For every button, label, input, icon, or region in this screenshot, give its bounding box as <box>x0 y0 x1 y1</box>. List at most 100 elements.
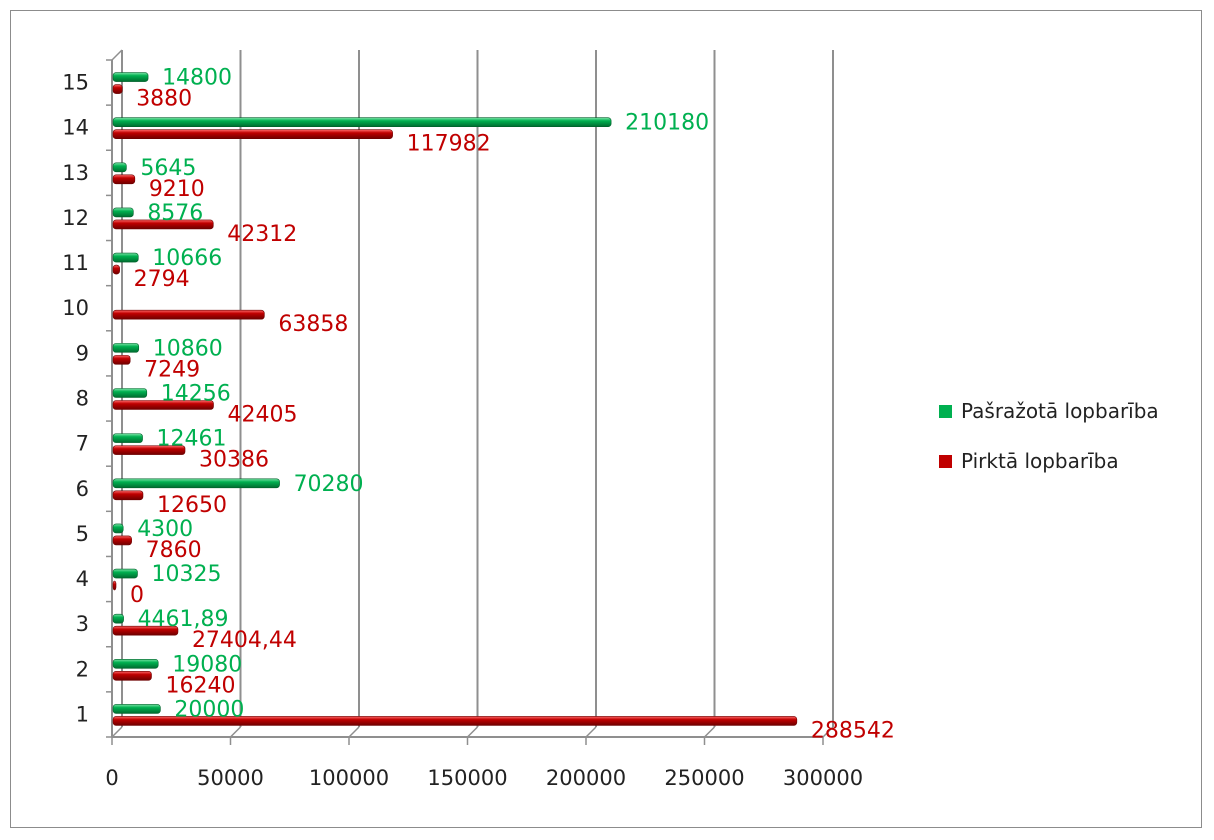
bar-pirkta <box>112 355 131 365</box>
bar-pirkta <box>112 445 186 455</box>
data-label-pirkta: 7249 <box>144 357 200 382</box>
bar-pirkta <box>112 400 214 410</box>
y-tick-label: 2 <box>76 657 89 681</box>
data-label-pasrazota: 20000 <box>174 697 244 722</box>
axes: 0 50000 100000 150000 200000 250000 3000001234… <box>62 49 863 790</box>
x-tick-label: 200000 <box>546 766 626 790</box>
legend-swatch-series-1 <box>939 404 952 418</box>
data-label-pasrazota: 4300 <box>137 517 193 542</box>
bar-pasrazota <box>112 388 148 398</box>
data-label-pasrazota: 19080 <box>172 652 242 677</box>
bar-pirkta <box>112 219 214 230</box>
data-label-pasrazota: 10325 <box>151 562 221 587</box>
data-label-pirkta: 288542 <box>811 718 895 743</box>
chart-frame: 0 50000 100000 150000 200000 250000 300000 1 2 3 4… <box>10 10 1202 828</box>
bar-pasrazota <box>112 343 140 353</box>
bar-pirkta <box>112 580 117 591</box>
bar-pasrazota <box>112 523 124 534</box>
floor-line <box>703 726 716 738</box>
x-tick-label: 100000 <box>309 766 389 790</box>
bar-pasrazota <box>112 613 124 624</box>
data-label-pirkta: 42405 <box>227 403 297 428</box>
x-tick-label: 250000 <box>664 766 744 790</box>
y-tick-label: 1 <box>76 702 89 726</box>
floor-line <box>822 726 834 738</box>
legend-item-series-2: Pirktā lopbarība <box>939 447 1159 475</box>
data-label-pirkta: 27404,44 <box>192 628 297 653</box>
bar-pirkta <box>112 535 132 546</box>
data-label-pirkta: 30386 <box>199 448 269 473</box>
data-label-pasrazota: 10666 <box>152 246 222 271</box>
y-tick-label: 7 <box>76 432 89 456</box>
legend-swatch-series-2 <box>939 454 952 468</box>
legend: Pašražotā lopbarība Pirktā lopbarība <box>939 397 1159 497</box>
floor-line <box>585 726 597 738</box>
bar-pirkta <box>112 716 798 726</box>
data-label-pirkta: 2794 <box>134 267 190 292</box>
bar-pasrazota <box>112 207 134 218</box>
bar-pasrazota <box>112 72 149 82</box>
data-label-pirkta: 16240 <box>165 673 235 698</box>
x-tick-label: 300000 <box>783 766 863 790</box>
bar-pasrazota <box>112 704 161 714</box>
y-tick-label: 4 <box>76 567 89 591</box>
bar-pirkta <box>112 174 136 185</box>
y-axis-depth-line <box>111 49 123 61</box>
floor-line <box>466 726 479 738</box>
y-tick-label: 5 <box>76 522 89 546</box>
bars <box>112 72 798 726</box>
floor-line <box>348 726 360 738</box>
bar-pirkta <box>112 264 120 275</box>
data-label-pasrazota: 14256 <box>161 382 231 407</box>
y-tick-label: 13 <box>62 161 89 185</box>
data-label-pasrazota: 4461,89 <box>138 607 229 632</box>
data-label-pasrazota: 12461 <box>157 427 227 452</box>
data-label-pasrazota: 8576 <box>147 201 203 226</box>
data-label-pasrazota: 14800 <box>162 66 232 91</box>
data-label-pasrazota: 70280 <box>294 472 364 497</box>
y-tick-label: 12 <box>62 206 89 230</box>
y-tick-label: 11 <box>62 251 89 275</box>
data-label-pirkta: 12650 <box>157 493 227 518</box>
bar-pirkta <box>112 490 144 501</box>
y-tick-label: 15 <box>62 71 89 95</box>
data-label-pirkta: 0 <box>130 583 144 608</box>
y-tick-label: 10 <box>62 296 89 320</box>
bar-pasrazota <box>112 162 127 173</box>
legend-label-series-1: Pašražotā lopbarība <box>961 399 1159 423</box>
y-tick-label: 6 <box>76 477 89 501</box>
y-tick-label: 9 <box>76 341 89 365</box>
data-label-pirkta: 117982 <box>407 132 491 157</box>
bar-pirkta <box>112 625 179 636</box>
y-tick-label: 3 <box>76 612 89 636</box>
bar-pasrazota <box>112 433 143 443</box>
data-label-pirkta: 42312 <box>227 222 297 247</box>
y-tick-label: 14 <box>62 116 89 140</box>
data-label-pirkta: 3880 <box>136 87 192 112</box>
x-tick-label: 50000 <box>197 766 264 790</box>
bar-pirkta <box>112 84 123 94</box>
floor-line <box>229 726 242 738</box>
data-label-pirkta: 7860 <box>146 538 202 563</box>
bar-chart: 0 50000 100000 150000 200000 250000 3000001234… <box>62 49 895 790</box>
data-label-pirkta: 63858 <box>278 312 348 337</box>
bar-pirkta <box>112 129 393 139</box>
legend-label-series-2: Pirktā lopbarība <box>961 449 1119 473</box>
bar-pasrazota <box>112 568 138 579</box>
floor-line <box>111 726 123 738</box>
x-tick-label: 0 <box>105 766 118 790</box>
bar-pasrazota <box>112 117 612 127</box>
bar-pirkta <box>112 309 265 320</box>
x-tick-label: 150000 <box>427 766 507 790</box>
legend-item-series-1: Pašražotā lopbarība <box>939 397 1159 425</box>
y-tick-label: 8 <box>76 387 89 411</box>
bar-pasrazota <box>112 478 280 489</box>
data-label-pasrazota: 5645 <box>140 156 196 181</box>
data-label-pasrazota: 210180 <box>625 111 709 136</box>
bar-pasrazota <box>112 658 159 669</box>
bar-pirkta <box>112 670 152 681</box>
bar-pasrazota <box>112 252 139 263</box>
data-label-pasrazota: 10860 <box>153 336 223 361</box>
data-label-pirkta: 9210 <box>149 177 205 202</box>
